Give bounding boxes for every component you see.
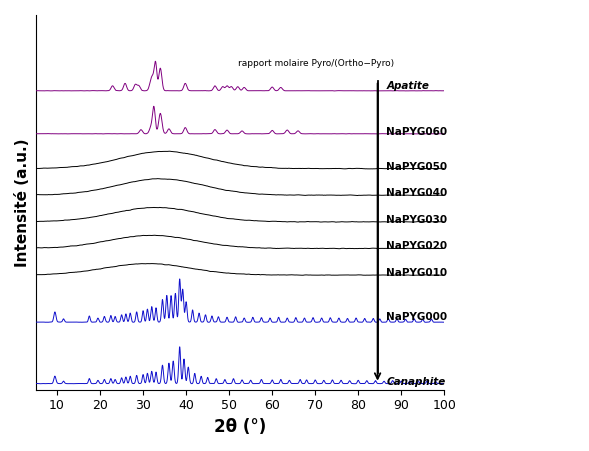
Text: NaPYG000: NaPYG000 bbox=[386, 312, 447, 322]
Text: Apatite: Apatite bbox=[386, 81, 429, 91]
Text: NaPYG060: NaPYG060 bbox=[386, 127, 447, 137]
Text: NaPYG050: NaPYG050 bbox=[386, 161, 447, 171]
Y-axis label: Intensité (a.u.): Intensité (a.u.) bbox=[15, 138, 30, 267]
Text: NaPYG020: NaPYG020 bbox=[386, 241, 447, 251]
Text: NaPYG010: NaPYG010 bbox=[386, 268, 447, 278]
Text: Canaphite: Canaphite bbox=[386, 377, 445, 387]
Text: NaPYG030: NaPYG030 bbox=[386, 215, 447, 225]
X-axis label: 2θ (°): 2θ (°) bbox=[214, 418, 266, 436]
Text: rapport molaire Pyro/(Ortho−Pyro): rapport molaire Pyro/(Ortho−Pyro) bbox=[238, 59, 394, 68]
Text: NaPYG040: NaPYG040 bbox=[386, 188, 448, 198]
